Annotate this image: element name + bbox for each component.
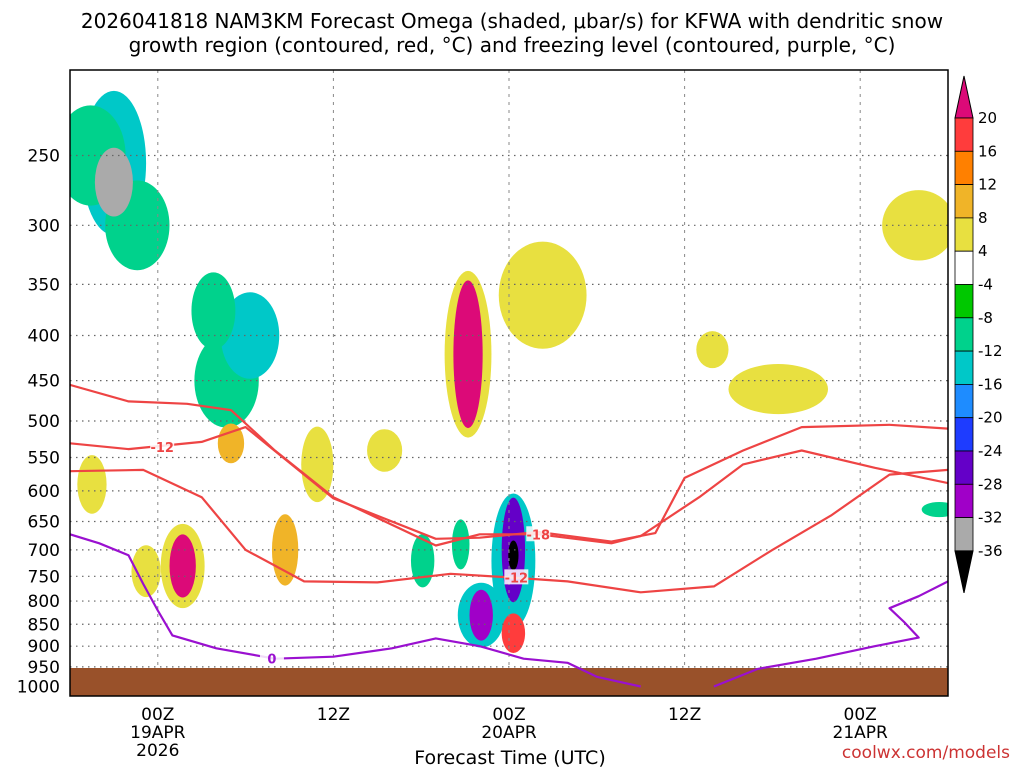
pressure-tick-label: 550	[28, 449, 60, 469]
time-tick-label: 00Z	[492, 705, 525, 725]
omega-cell	[94, 147, 133, 217]
pressure-tick-label: 900	[28, 637, 60, 657]
omega-cell	[728, 364, 829, 415]
chart-title-line-2: growth region (contoured, red, °C) and f…	[129, 33, 896, 57]
time-tick-label: 00Z	[141, 705, 174, 725]
freezing-level-contour	[713, 580, 948, 688]
omega-cell	[410, 534, 435, 588]
time-tick-label: 12Z	[668, 705, 701, 725]
pressure-tick-label: 950	[28, 658, 60, 678]
colorbar-label: -20	[978, 409, 1003, 427]
omega-cell	[882, 190, 948, 261]
colorbar-label: -32	[978, 509, 1003, 527]
pressure-tick-label: 450	[28, 372, 60, 392]
colorbar-segment	[954, 383, 974, 419]
omega-cell	[191, 272, 236, 350]
colorbar-segment	[954, 517, 974, 552]
omega-cell	[921, 501, 948, 518]
pressure-tick-label: 800	[28, 592, 60, 612]
colorbar-bottom-arrow	[954, 550, 974, 594]
freezing-level-contour-label-bg	[259, 650, 284, 666]
dgz-contour-label-bg	[150, 438, 175, 454]
colorbar-label: -36	[978, 542, 1003, 560]
colorbar-segment	[954, 217, 974, 252]
omega-cell	[77, 455, 107, 514]
colorbar-segment	[954, 350, 974, 385]
pressure-tick-label: 850	[28, 615, 60, 635]
pressure-tick-label: 300	[28, 216, 60, 236]
omega-cell	[301, 426, 334, 503]
omega-cell	[696, 331, 729, 369]
colorbar: 20 16 12 8 4 -4 -8 -12 -16 -20 -24 -28 -32 -36	[954, 75, 1003, 594]
omega-cell	[498, 241, 587, 349]
colorbar-label: 8	[978, 209, 988, 227]
omega-cell	[271, 514, 299, 586]
time-tick-label: 21APR	[833, 723, 889, 743]
chart-title-line-1: 2026041818 NAM3KM Forecast Omega (shaded…	[81, 9, 943, 33]
colorbar-segment	[954, 450, 974, 485]
pressure-tick-label: 1000	[17, 678, 60, 698]
colorbar-segment	[954, 483, 974, 518]
freezing-level-contour-label: 0	[267, 653, 276, 668]
colorbar-top-arrow	[954, 75, 974, 119]
pressure-tick-label: 350	[28, 275, 60, 295]
omega-cell	[169, 534, 196, 598]
colorbar-segment	[954, 150, 974, 186]
dgz-contour	[70, 383, 948, 547]
colorbar-label: 12	[978, 176, 997, 194]
pressure-tick-label: 650	[28, 513, 60, 533]
omega-cell	[451, 519, 470, 570]
omega-cell	[453, 280, 483, 429]
time-tick-label: 2026	[136, 741, 179, 761]
colorbar-label: -28	[978, 475, 1003, 493]
colorbar-label: 4	[978, 242, 988, 260]
ground-surface	[70, 668, 948, 696]
time-tick-label: 20APR	[481, 723, 537, 743]
site-credit: coolwx.com/models	[842, 743, 1010, 763]
time-tick-label: 12Z	[317, 705, 350, 725]
dgz-contour-label-bg	[504, 569, 529, 585]
pressure-tick-label: 600	[28, 482, 60, 502]
plot-frame	[69, 69, 949, 697]
pressure-axis: 2503003504004505005506006507007508008509…	[17, 146, 60, 697]
dgz-contour-label: -12	[505, 571, 529, 586]
colorbar-segment	[954, 184, 974, 219]
pressure-tick-label: 700	[28, 541, 60, 561]
colorbar-label: 16	[978, 142, 997, 160]
temperature-contours: -12 -18 -12 0	[70, 383, 948, 688]
freezing-level-contour	[70, 533, 641, 688]
dgz-contour-label: -18	[527, 528, 551, 543]
colorbar-label: -4	[978, 276, 993, 294]
omega-cell	[469, 589, 493, 641]
time-tick-label: 19APR	[130, 723, 186, 743]
pressure-tick-label: 400	[28, 327, 60, 347]
dgz-contour-label: -12	[150, 441, 174, 456]
colorbar-label: -24	[978, 442, 1003, 460]
time-tick-label: 00Z	[844, 705, 877, 725]
x-axis-title: Forecast Time (UTC)	[414, 747, 605, 768]
colorbar-label: 20	[978, 109, 997, 127]
omega-cell	[220, 292, 280, 379]
omega-cell	[501, 613, 526, 654]
pressure-tick-label: 500	[28, 412, 60, 432]
colorbar-label: -8	[978, 309, 993, 327]
colorbar-segment	[954, 284, 974, 319]
omega-cell	[508, 540, 519, 571]
colorbar-label: -16	[978, 375, 1003, 393]
colorbar-label: -12	[978, 342, 1003, 360]
colorbar-segment	[954, 117, 974, 152]
pressure-tick-label: 750	[28, 567, 60, 587]
colorbar-segment	[954, 317, 974, 352]
colorbar-segment	[954, 250, 974, 285]
dgz-contour-label-bg	[526, 526, 551, 542]
omega-cell	[131, 545, 161, 598]
omega-cell	[367, 429, 403, 472]
colorbar-segment	[954, 417, 974, 452]
omega-shading	[70, 90, 948, 654]
pressure-tick-label: 250	[28, 146, 60, 166]
